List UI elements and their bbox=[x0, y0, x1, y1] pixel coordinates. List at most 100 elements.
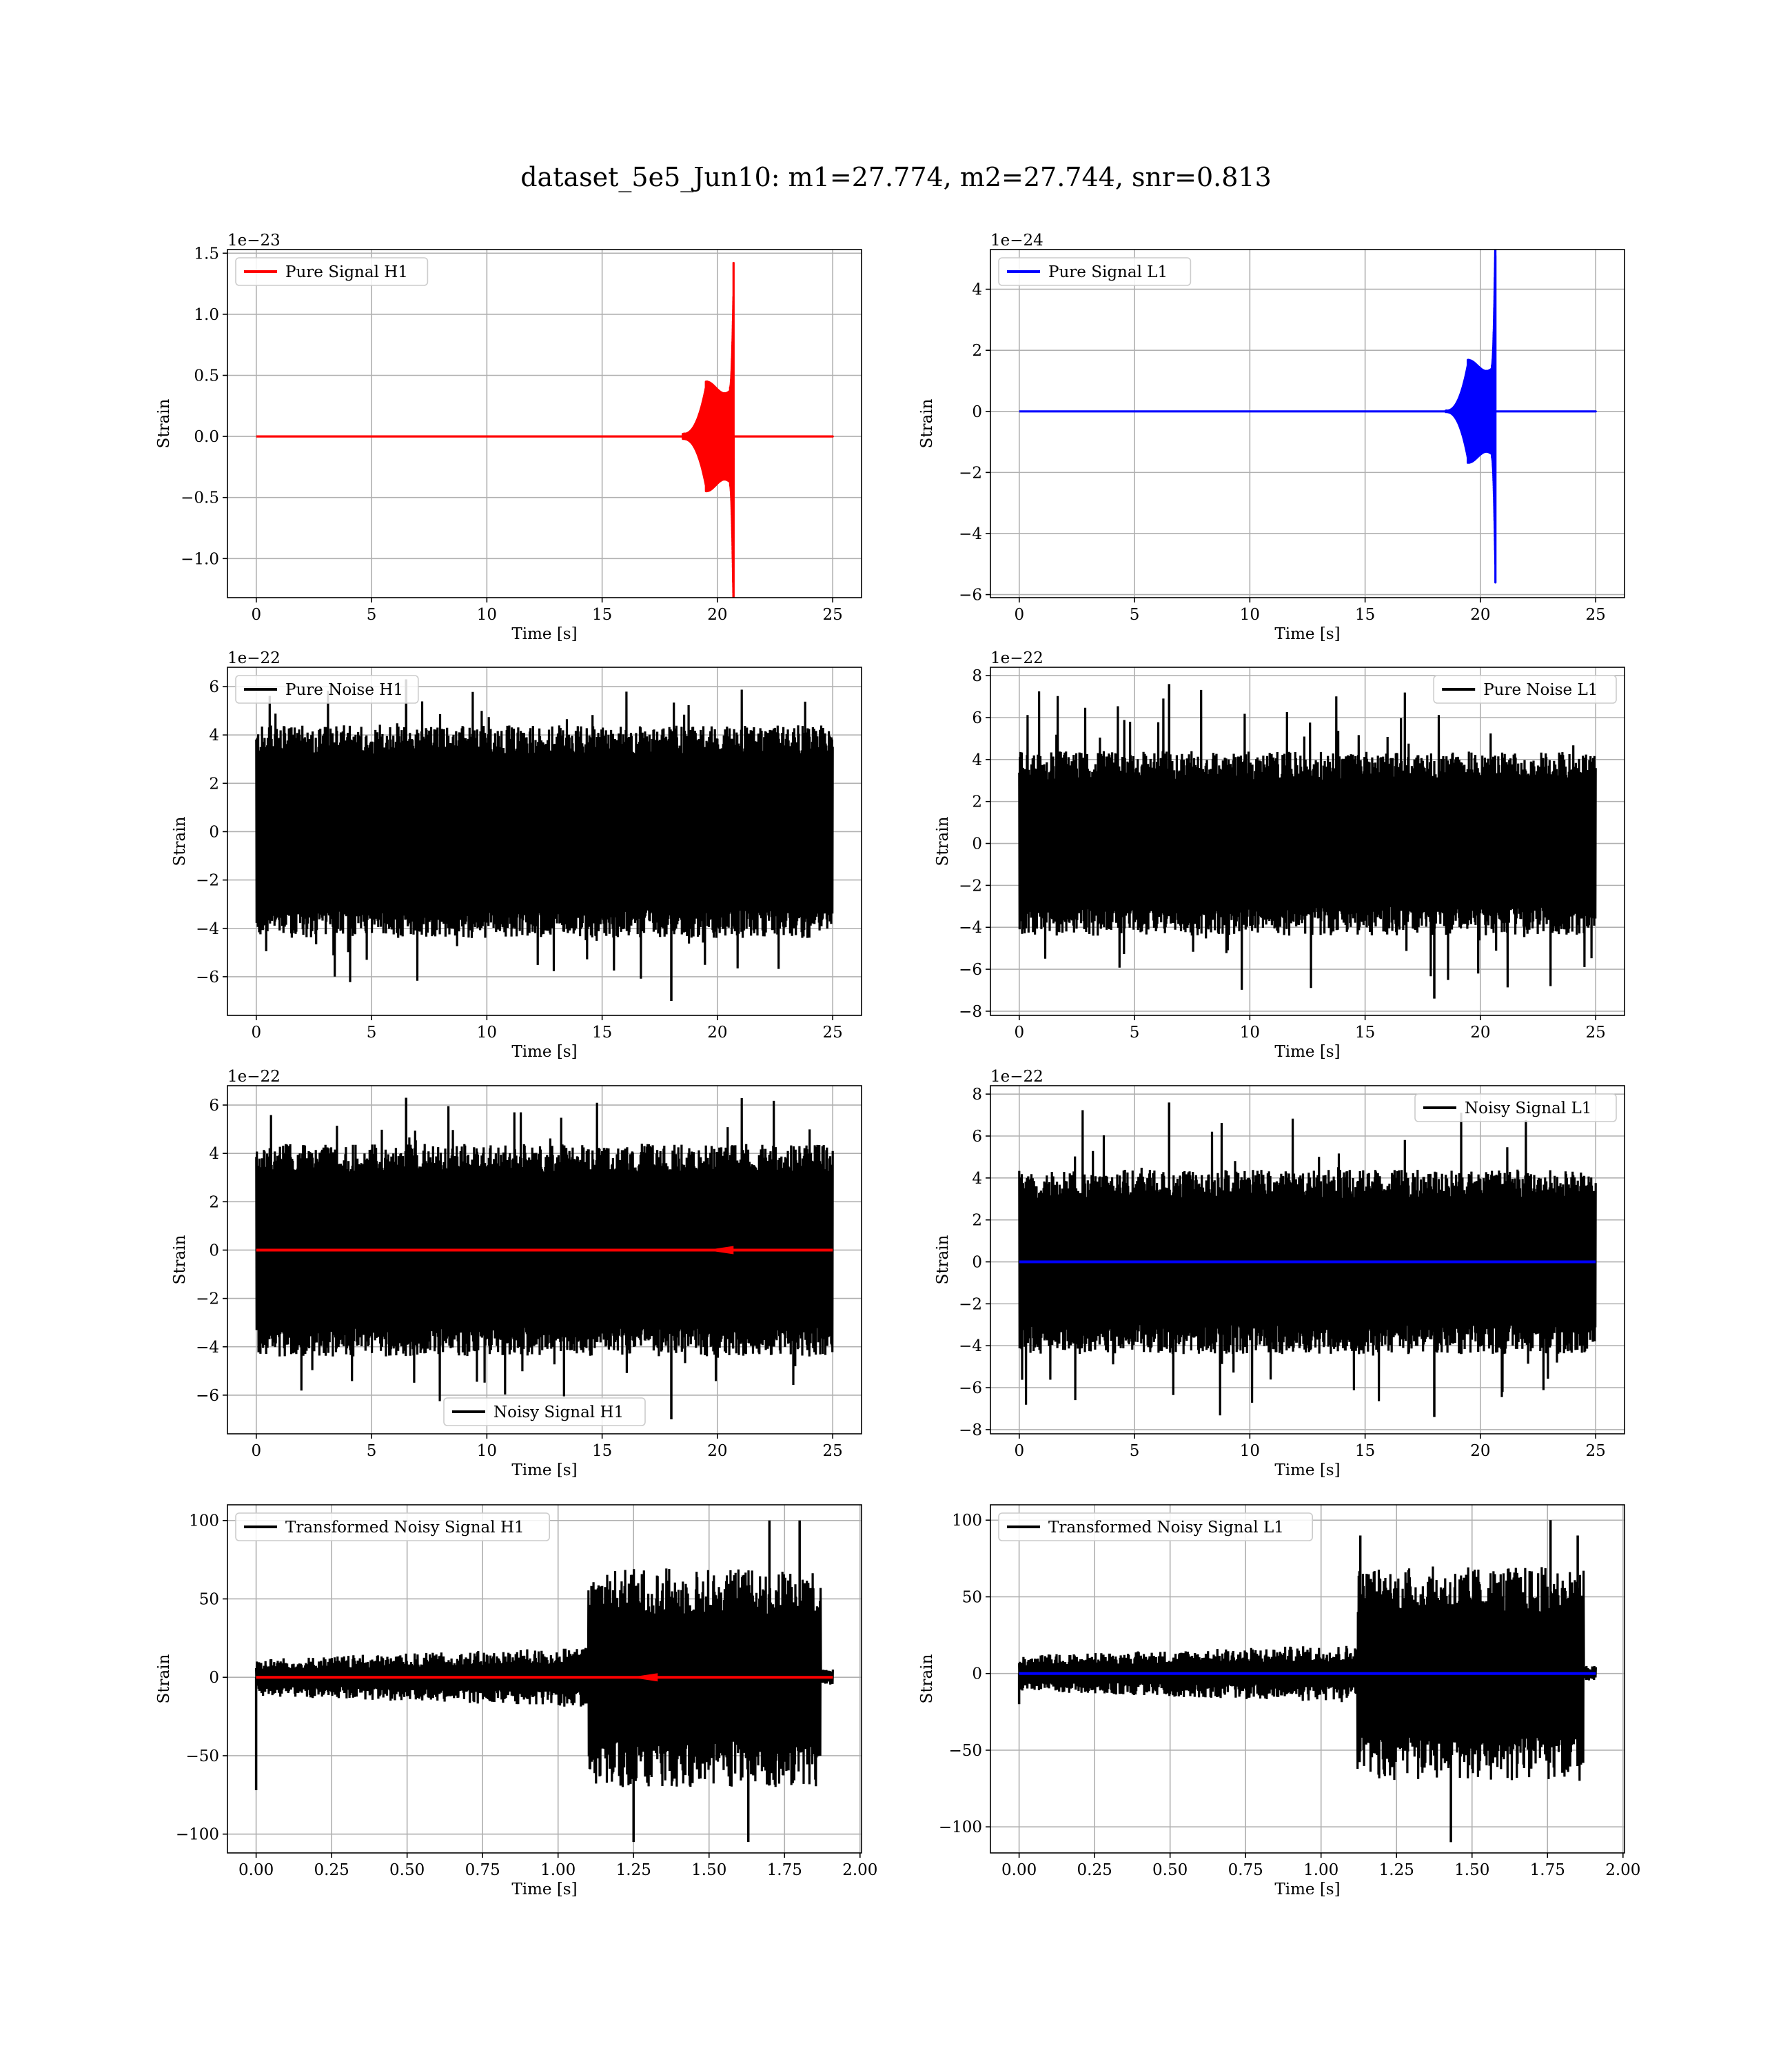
y-tick-label: −6 bbox=[196, 1387, 219, 1405]
x-tick-label: 1.50 bbox=[691, 1861, 726, 1879]
y-axis-label: Strain bbox=[934, 1235, 952, 1284]
figure-title: dataset_5e5_Jun10: m1=27.774, m2=27.744,… bbox=[520, 162, 1272, 193]
y-tick-label: 0 bbox=[209, 1241, 219, 1259]
legend-label: Pure Noise H1 bbox=[285, 681, 403, 699]
y-tick-label: −6 bbox=[196, 969, 219, 986]
transformed-noisy-signal-h1-data bbox=[254, 1520, 834, 1843]
x-axis-label: Time [s] bbox=[511, 1043, 577, 1061]
y-tick-label: −50 bbox=[948, 1742, 982, 1760]
y-tick-label: 1.0 bbox=[194, 306, 219, 324]
x-tick-label: 0.25 bbox=[1077, 1861, 1112, 1879]
x-tick-label: 25 bbox=[823, 606, 843, 624]
x-tick-label: 1.75 bbox=[767, 1861, 802, 1879]
x-tick-label: 5 bbox=[367, 1442, 377, 1460]
x-axis-label: Time [s] bbox=[511, 625, 577, 643]
pure-noise-l1-data bbox=[1018, 684, 1597, 999]
y-tick-label: 4 bbox=[209, 727, 219, 744]
x-tick-label: 20 bbox=[707, 1442, 727, 1460]
y-tick-label: 0 bbox=[972, 1254, 982, 1272]
y-tick-label: −50 bbox=[185, 1747, 219, 1765]
x-tick-label: 20 bbox=[707, 606, 727, 624]
legend-box bbox=[443, 1397, 646, 1426]
y-tick-label: 2 bbox=[209, 775, 219, 793]
x-tick-label: 1.25 bbox=[1379, 1861, 1414, 1879]
noisy-signal-l1-panel: 0 5 10 15 20 25 −8 −6 −4 −2 0 2 4 6 8 Time [s] Strain 1e−… bbox=[934, 1068, 1625, 1479]
y-tick-label: 4 bbox=[972, 1170, 982, 1188]
y-tick-label: 2 bbox=[972, 1212, 982, 1230]
noisy-signal-h1-data bbox=[255, 1097, 834, 1419]
x-tick-label: 0.25 bbox=[314, 1861, 349, 1879]
x-tick-label: 2.00 bbox=[842, 1861, 877, 1879]
x-tick-label: 15 bbox=[1355, 1442, 1375, 1460]
y-tick-label: 2 bbox=[972, 793, 982, 811]
legend: Pure Noise L1 bbox=[1433, 675, 1617, 704]
axes-frame bbox=[227, 1504, 862, 1854]
x-tick-label: 1.00 bbox=[1303, 1861, 1338, 1879]
series-line bbox=[256, 261, 834, 598]
y-tick-label: 0 bbox=[972, 1665, 982, 1683]
transformed-noisy-signal-l1-panel: 0.00 0.25 0.50 0.75 1.00 1.25 1.50 1.75 2.00 −100… bbox=[918, 1504, 1640, 1898]
noisy-signal-l1-data bbox=[1018, 1102, 1597, 1417]
transformed-noisy-signal-l1-data bbox=[1017, 1520, 1597, 1843]
x-tick-label: 0 bbox=[251, 606, 261, 624]
y-tick-label: −8 bbox=[959, 1421, 982, 1439]
offset-label: 1e−22 bbox=[990, 649, 1043, 667]
x-tick-label: 10 bbox=[1240, 606, 1260, 624]
x-tick-label: 5 bbox=[367, 1024, 377, 1042]
x-tick-label: 1.00 bbox=[540, 1861, 576, 1879]
y-tick-label: −8 bbox=[959, 1003, 982, 1021]
y-axis-label: Strain bbox=[918, 398, 936, 448]
series-line bbox=[1019, 250, 1597, 584]
y-tick-label: 6 bbox=[209, 1097, 219, 1115]
pure-noise-h1-panel: 0 5 10 15 20 25 −6 −4 −2 0 2 4 6 Time [s] Strain 1e−22P… bbox=[171, 649, 862, 1061]
y-tick-label: 1.5 bbox=[194, 245, 219, 263]
legend-label: Transformed Noisy Signal L1 bbox=[1048, 1519, 1284, 1537]
series-line bbox=[255, 1097, 834, 1401]
y-tick-label: −6 bbox=[959, 961, 982, 979]
x-tick-label: 10 bbox=[1240, 1024, 1260, 1042]
x-tick-label: 20 bbox=[707, 1024, 727, 1042]
noise-core bbox=[1019, 793, 1596, 894]
y-axis-label: Strain bbox=[171, 816, 189, 866]
y-tick-label: 8 bbox=[972, 667, 982, 685]
legend: Transformed Noisy Signal H1 bbox=[235, 1512, 551, 1541]
x-tick-label: 20 bbox=[1470, 606, 1490, 624]
x-tick-label: 25 bbox=[823, 1442, 843, 1460]
pure-noise-l1-panel: 0 5 10 15 20 25 −8 −6 −4 −2 0 2 4 6 8 Time [s] Strain 1e−… bbox=[934, 649, 1625, 1061]
legend: Pure Signal L1 bbox=[998, 257, 1192, 286]
y-tick-label: 2 bbox=[209, 1193, 219, 1211]
x-axis-label: Time [s] bbox=[511, 1881, 577, 1898]
series-line bbox=[255, 689, 834, 982]
pure-noise-h1-data bbox=[255, 679, 834, 1001]
pure-signal-l1-panel: 0 5 10 15 20 25 −6 −4 −2 0 2 4 Time [s] Strain 1e−24 Pu… bbox=[918, 232, 1625, 643]
legend: Transformed Noisy Signal L1 bbox=[998, 1512, 1314, 1541]
x-tick-label: 0.00 bbox=[1001, 1861, 1037, 1879]
y-tick-label: 4 bbox=[209, 1145, 219, 1163]
axes-frame bbox=[227, 249, 862, 598]
overlay-blip bbox=[630, 1673, 658, 1682]
y-tick-label: −100 bbox=[176, 1826, 219, 1844]
x-tick-label: 0 bbox=[1014, 1024, 1024, 1042]
legend-box bbox=[235, 257, 429, 286]
x-tick-label: 15 bbox=[592, 1442, 612, 1460]
y-tick-label: 50 bbox=[962, 1588, 982, 1606]
legend-box bbox=[998, 257, 1192, 286]
x-axis-label: Time [s] bbox=[511, 1461, 577, 1479]
y-axis-label: Strain bbox=[918, 1654, 936, 1703]
y-axis-label: Strain bbox=[155, 1654, 173, 1703]
x-tick-label: 0.50 bbox=[1152, 1861, 1188, 1879]
y-tick-label: −4 bbox=[959, 919, 982, 937]
legend-label: Pure Noise L1 bbox=[1483, 681, 1598, 699]
legend-label: Pure Signal L1 bbox=[1048, 263, 1168, 281]
transformed-noisy-signal-h1-panel: 0.00 0.25 0.50 0.75 1.00 1.25 1.50 1.75 2.00 −100… bbox=[155, 1504, 877, 1898]
y-tick-label: −4 bbox=[196, 920, 219, 938]
y-axis-label: Strain bbox=[934, 816, 952, 866]
noise-core bbox=[256, 769, 833, 894]
x-tick-label: 5 bbox=[1130, 1442, 1140, 1460]
x-tick-label: 2.00 bbox=[1605, 1861, 1640, 1879]
y-tick-label: −100 bbox=[939, 1818, 982, 1836]
x-tick-label: 10 bbox=[1240, 1442, 1260, 1460]
y-tick-label: −4 bbox=[959, 525, 982, 543]
axes-frame bbox=[227, 1085, 862, 1435]
